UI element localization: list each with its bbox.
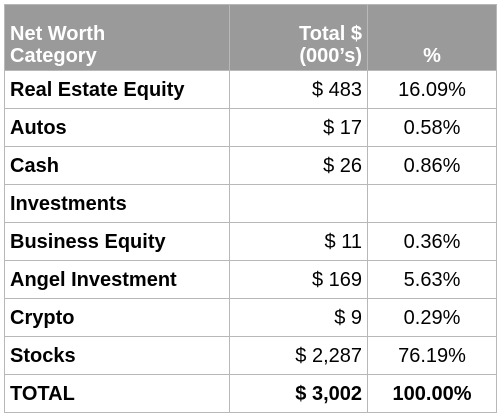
table-row: Autos $ 17 0.58% (4, 108, 497, 147)
row-category: Angel Investment (4, 260, 230, 299)
table-row: Investments (4, 184, 497, 223)
table-row: Real Estate Equity $ 483 16.09% (4, 70, 497, 109)
row-total: $ 483 (229, 70, 368, 109)
row-total: $ 9 (229, 298, 368, 337)
header-category: Net Worth Category (4, 4, 230, 71)
table-row: Cash $ 26 0.86% (4, 146, 497, 185)
header-total-line1: Total $ (299, 23, 362, 45)
header-category-line1: Net Worth (10, 23, 106, 45)
table-row: Crypto $ 9 0.29% (4, 298, 497, 337)
row-total: $ 26 (229, 146, 368, 185)
row-category: Stocks (4, 336, 230, 375)
row-category: Business Equity (4, 222, 230, 261)
total-amount: $ 3,002 (229, 374, 368, 413)
row-category: Crypto (4, 298, 230, 337)
row-percent: 0.29% (367, 298, 497, 337)
row-percent: 76.19% (367, 336, 497, 375)
row-category: Autos (4, 108, 230, 147)
header-total-line2: (000’s) (299, 45, 362, 67)
header-total: Total $ (000’s) (229, 4, 368, 71)
table-row: Stocks $ 2,287 76.19% (4, 336, 497, 375)
row-percent: 0.58% (367, 108, 497, 147)
table-row: Angel Investment $ 169 5.63% (4, 260, 497, 299)
table-body: Real Estate Equity $ 483 16.09% Autos $ … (4, 70, 497, 413)
row-total: $ 17 (229, 108, 368, 147)
total-label: TOTAL (4, 374, 230, 413)
row-total (229, 184, 368, 223)
net-worth-table: Net Worth Category Total $ (000’s) % Rea… (4, 4, 497, 413)
table-row: Business Equity $ 11 0.36% (4, 222, 497, 261)
header-percent: % (367, 4, 497, 71)
row-category: Real Estate Equity (4, 70, 230, 109)
table-header: Net Worth Category Total $ (000’s) % (4, 4, 497, 71)
total-percent: 100.00% (367, 374, 497, 413)
row-percent: 0.86% (367, 146, 497, 185)
row-percent: 16.09% (367, 70, 497, 109)
row-category: Investments (4, 184, 230, 223)
row-percent: 0.36% (367, 222, 497, 261)
row-percent (367, 184, 497, 223)
row-total: $ 2,287 (229, 336, 368, 375)
row-total: $ 169 (229, 260, 368, 299)
header-category-line2: Category (10, 45, 97, 67)
total-row: TOTAL $ 3,002 100.00% (4, 374, 497, 413)
header-row: Net Worth Category Total $ (000’s) % (4, 4, 497, 71)
row-total: $ 11 (229, 222, 368, 261)
row-category: Cash (4, 146, 230, 185)
row-percent: 5.63% (367, 260, 497, 299)
